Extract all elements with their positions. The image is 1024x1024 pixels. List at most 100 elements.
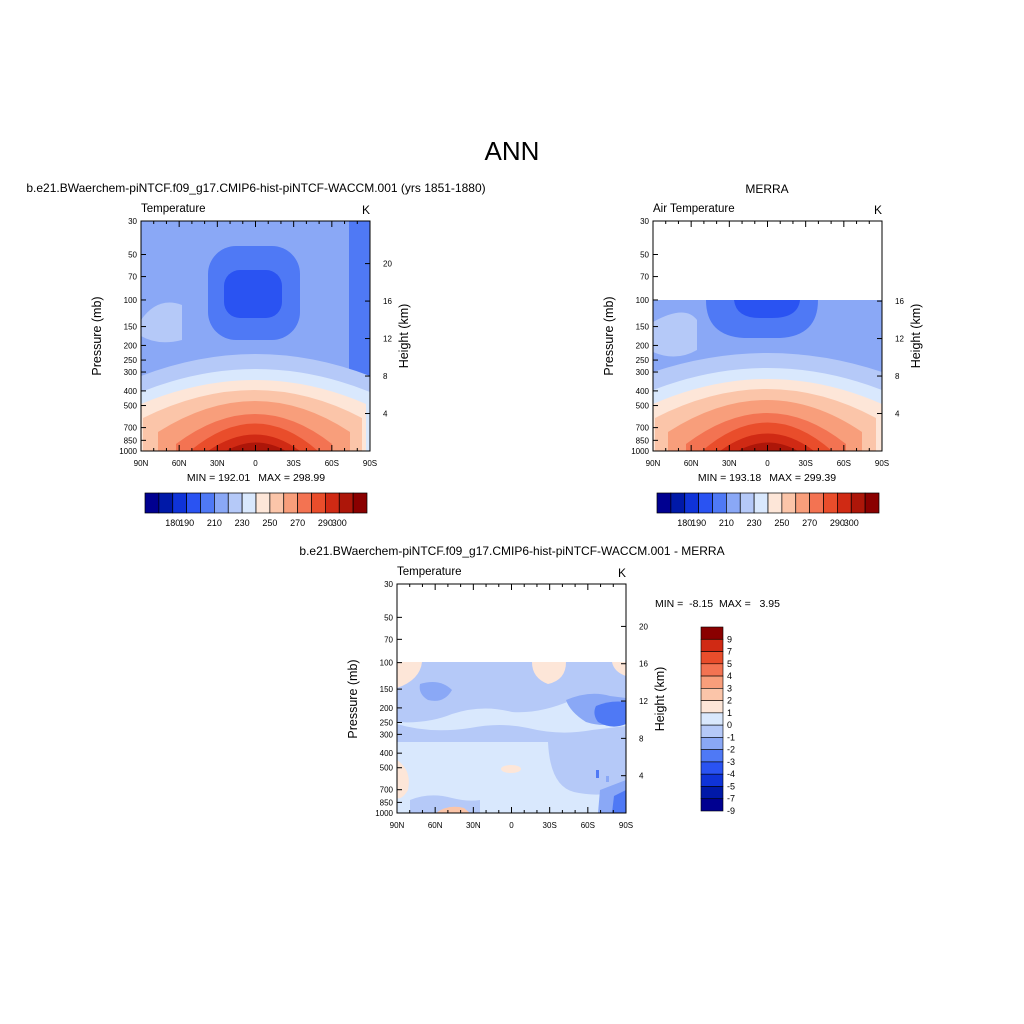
colorbar-label: -7 [727,794,735,804]
colorbar-label: -9 [727,806,735,816]
y-tick-label: 850 [124,436,138,445]
y-tick-label: 30 [128,217,137,226]
units-label: K [874,203,882,217]
height-tick-label: 8 [383,372,388,381]
colorbar-label: 5 [727,659,732,669]
y-tick-label: 200 [124,341,138,350]
x-tick-label: 30N [210,459,225,468]
colorbar-swatch [186,492,201,514]
height-tick-label: 12 [383,335,392,344]
y-tick-label: 250 [636,356,650,365]
height-tick-label: 8 [639,734,644,743]
colorbar-swatch [753,492,769,514]
y-tick-label: 70 [128,273,137,282]
colorbar-swatch [269,492,285,514]
height-tick-label: 8 [895,372,900,381]
contour-band [397,662,626,723]
y-tick-label: 1000 [375,809,393,818]
y-axis-label: Pressure (mb) [90,296,104,375]
colorbar-label: 3 [727,683,732,693]
max-label: MAX = 299.39 [769,472,836,484]
minmax-label: MIN = 193.18 MAX = 299.39 [698,472,836,484]
x-tick-label: 30N [722,459,737,468]
colorbar-swatch [700,749,724,763]
x-tick-label: 90S [875,459,889,468]
colorbar-swatch [158,492,174,514]
y-axis-right-label: Height (km) [909,304,923,369]
y-tick-label: 700 [124,424,138,433]
x-tick-label: 60S [325,459,339,468]
colorbar-swatch [700,712,724,726]
contour-band [612,790,626,813]
colorbar-swatch [700,675,724,689]
y-tick-label: 150 [636,323,650,332]
colorbar-label: -1 [727,732,735,742]
colorbar-label: 300 [844,518,859,528]
y-tick-label: 150 [124,323,138,332]
colorbar-swatch [700,651,724,665]
y-axis-label: Pressure (mb) [602,296,616,375]
x-tick-label: 60N [684,459,699,468]
contour-band [606,776,609,782]
colorbar-swatch [739,492,755,514]
colorbar-swatch [700,773,724,787]
y-tick-label: 50 [384,613,393,622]
colorbar-swatch [283,492,298,514]
page-title: ANN [485,136,540,166]
colorbar-swatch [712,492,727,514]
contour-band [532,662,566,684]
colorbar-swatch [200,492,215,514]
colorbar-swatch [227,492,243,514]
contour-band [501,765,521,773]
x-tick-label: 60N [428,821,443,830]
height-tick-label: 4 [895,410,900,419]
colorbar-swatch [700,663,724,677]
colorbar-label: 190 [179,518,194,528]
colorbar-swatch [700,688,724,701]
colorbar-swatch [767,492,783,514]
y-axis-right-label: Height (km) [653,667,667,732]
x-tick-label: 60S [581,821,595,830]
colorbar-label: 300 [332,518,347,528]
panel-title: MERRA [745,182,788,196]
y-tick-label: 30 [640,217,649,226]
colorbar-label: 2 [727,696,732,706]
colorbar-label: 290 [318,518,333,528]
contour-band [397,662,422,688]
y-tick-label: 850 [380,798,394,807]
y-tick-label: 300 [636,368,650,377]
colorbar-swatch [700,724,724,738]
colorbar-label: -3 [727,757,735,767]
y-tick-label: 200 [636,341,650,350]
height-tick-label: 16 [895,297,904,306]
y-tick-label: 30 [384,580,393,589]
colorbar-label: 190 [691,518,706,528]
colorbar-swatch [172,492,187,514]
y-tick-label: 250 [124,356,138,365]
colorbar-label: 0 [727,720,732,730]
contour-field [397,662,626,813]
height-tick-label: 4 [639,772,644,781]
panel-title: b.e21.BWaerchem-piNTCF.f09_g17.CMIP6-his… [26,181,485,195]
contour-band [397,760,409,799]
contour-band [612,662,626,676]
contour-field [653,300,882,451]
y-tick-label: 700 [636,424,650,433]
contour-field [141,221,370,451]
colorbar-swatch [837,492,852,514]
colorbar-swatch [144,492,160,514]
contour-band [141,302,182,343]
panel-obs: MERRA Air Temperature K 30 50 70 100 150 200 2… [602,182,923,528]
x-tick-label: 30N [466,821,481,830]
x-tick-label: 90N [134,459,149,468]
x-tick-label: 0 [509,821,514,830]
colorbar-swatch [311,492,326,514]
contour-band [594,701,626,727]
x-tick-label: 60S [837,459,851,468]
height-tick-label: 16 [639,660,648,669]
colorbar-label: -4 [727,769,735,779]
colorbar-swatch [698,492,713,514]
contour-band [596,770,599,778]
colorbar-label: 290 [830,518,845,528]
contour-band [436,806,470,813]
